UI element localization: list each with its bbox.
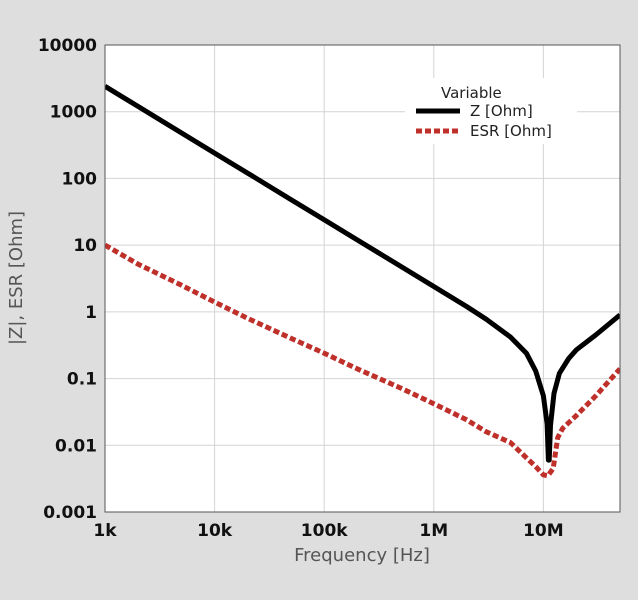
y-tick-label: 100 — [62, 169, 98, 189]
tick-labels: 1k 10k 100k 1M 10M 0.001 0.01 0.1 1 10 100 1000 1000… — [38, 36, 564, 541]
y-tick-label: 1 — [85, 303, 97, 323]
y-tick-label: 10 — [73, 236, 97, 256]
plot-frame — [104, 44, 621, 513]
y-tick-label: 10000 — [38, 36, 97, 56]
y-tick-label: 0.01 — [55, 436, 97, 456]
x-tick-label: 1k — [93, 521, 117, 541]
x-axis-title: Frequency [Hz] — [294, 545, 430, 566]
series-layer — [105, 84, 620, 479]
y-tick-label: 0.001 — [43, 503, 97, 523]
x-tick-label: 100k — [301, 521, 348, 541]
y-tick-label: 1000 — [50, 103, 97, 123]
series-line-esr — [105, 242, 620, 479]
x-tick-label: 10k — [197, 521, 233, 541]
legend-title: Variable — [441, 84, 502, 102]
legend-label-z: Z [Ohm] — [470, 102, 533, 120]
legend: Variable Z [Ohm] ESR [Ohm] — [405, 78, 577, 144]
series-line-z — [105, 84, 620, 463]
x-tick-label: 1M — [419, 521, 448, 541]
y-tick-label: 0.1 — [67, 370, 97, 390]
y-axis-title: |Z|, ESR [Ohm] — [6, 211, 27, 345]
x-tick-label: 10M — [523, 521, 564, 541]
legend-label-esr: ESR [Ohm] — [470, 122, 552, 140]
